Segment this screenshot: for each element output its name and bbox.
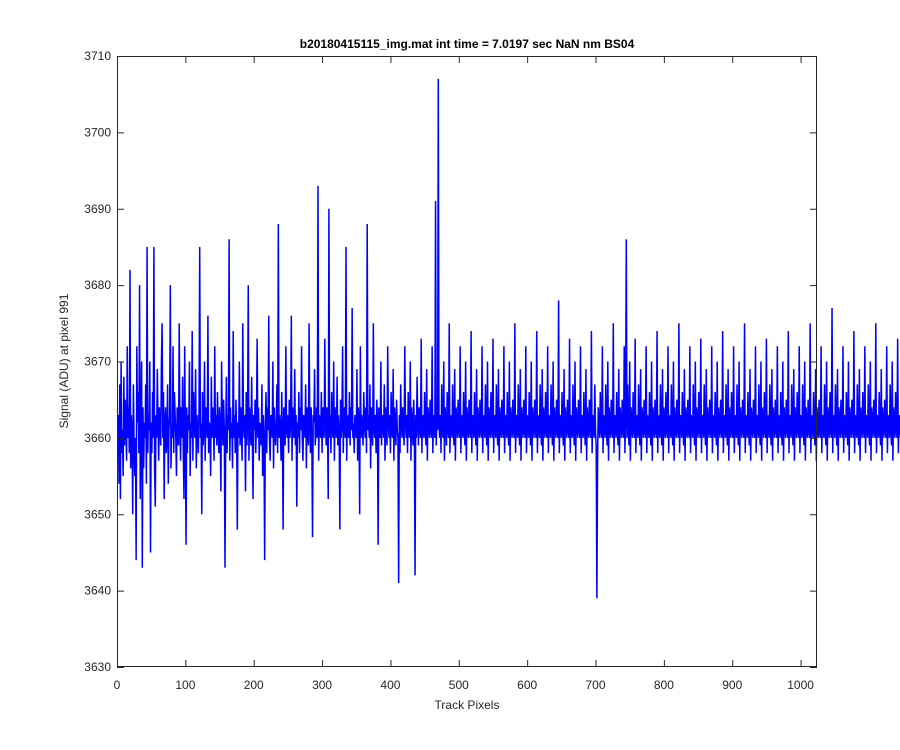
- x-tick-label: 600: [517, 678, 537, 692]
- x-tick-label: 100: [175, 678, 195, 692]
- y-tick-label: 3650: [84, 507, 111, 521]
- y-tick-label: 3680: [84, 278, 111, 292]
- x-tick-label: 0: [114, 678, 121, 692]
- y-tick-label: 3700: [84, 125, 111, 139]
- x-axis-ticks: 0 100 200 300 400 500 600 700 800 900 1000: [114, 56, 814, 692]
- y-tick-label: 3690: [84, 202, 111, 216]
- x-tick-label: 1000: [787, 678, 814, 692]
- y-tick-label: 3640: [84, 584, 111, 598]
- x-tick-label: 800: [654, 678, 674, 692]
- y-tick-label: 3710: [84, 49, 111, 63]
- x-tick-label: 900: [722, 678, 742, 692]
- y-axis-ticks: 3630 3640 3650 3660 3670 3680 3690 3700 3710: [84, 49, 817, 674]
- x-axis-label: Track Pixels: [435, 698, 500, 712]
- y-axis-label: Signal (ADU) at pixel 991: [57, 293, 71, 428]
- x-tick-label: 400: [380, 678, 400, 692]
- series-layer: [116, 78, 900, 599]
- y-tick-label: 3660: [84, 431, 111, 445]
- x-tick-label: 300: [312, 678, 332, 692]
- series-line: [116, 78, 900, 599]
- y-tick-label: 3630: [84, 660, 111, 674]
- chart-title: b20180415115_img.mat int time = 7.0197 s…: [300, 37, 635, 51]
- x-tick-label: 500: [449, 678, 469, 692]
- y-tick-label: 3670: [84, 355, 111, 369]
- x-tick-label: 700: [586, 678, 606, 692]
- x-tick-label: 200: [244, 678, 264, 692]
